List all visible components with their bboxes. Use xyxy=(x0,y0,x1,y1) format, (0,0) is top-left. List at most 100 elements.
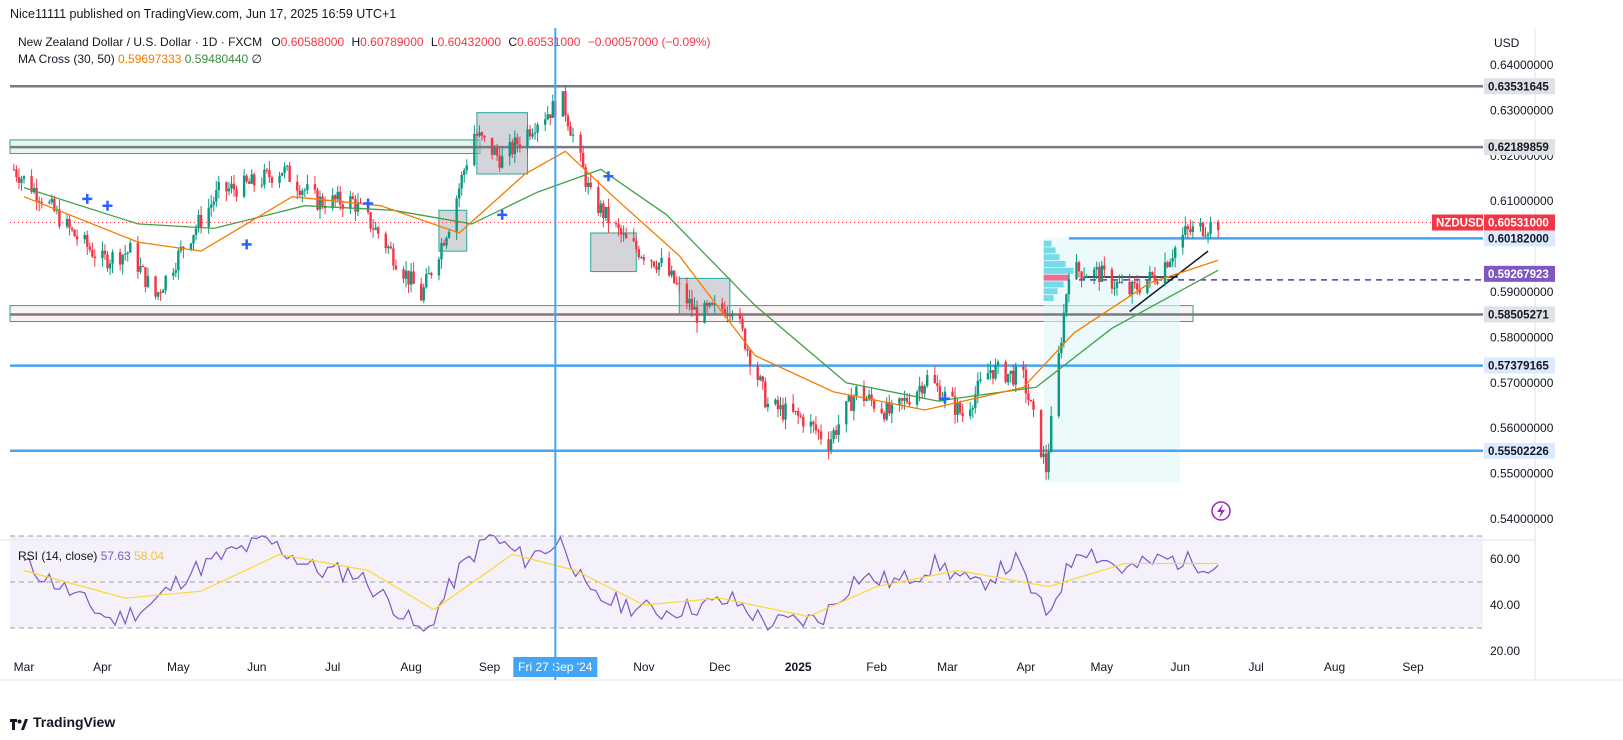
candle-body xyxy=(263,169,266,185)
time-axis-label: Jul xyxy=(325,660,340,674)
candle-body xyxy=(1171,257,1174,262)
candle-body xyxy=(1166,262,1169,267)
ma-cross-marker xyxy=(82,193,93,204)
tradingview-brand[interactable]: TradingView xyxy=(10,714,115,730)
candle-body xyxy=(174,270,178,273)
candle-body xyxy=(903,397,906,401)
ma-extra: ∅ xyxy=(251,52,262,66)
candle-body xyxy=(1110,269,1114,289)
candle-body xyxy=(172,272,175,276)
candle-body xyxy=(584,167,587,187)
candle-body xyxy=(22,176,26,179)
candle-body xyxy=(278,175,281,183)
candle-body xyxy=(483,135,486,138)
candle-body xyxy=(1209,221,1212,234)
time-axis-label: Jul xyxy=(1248,660,1263,674)
rsi-title: RSI (14, close) xyxy=(18,549,98,563)
candle-body xyxy=(779,404,782,410)
candle-body xyxy=(217,182,221,191)
candle-body xyxy=(564,91,567,116)
candle-body xyxy=(1128,281,1131,295)
candle-body xyxy=(235,189,238,197)
candle-body xyxy=(245,175,248,182)
candle-body xyxy=(604,206,608,218)
candle-body xyxy=(210,204,213,208)
candle-body xyxy=(265,169,269,171)
candle-body xyxy=(17,177,21,183)
rsi-value: 57.63 xyxy=(100,549,131,563)
candle-body xyxy=(283,166,286,173)
candle-body xyxy=(1075,262,1078,280)
candle-body xyxy=(920,385,924,394)
volume-profile-bar xyxy=(1043,274,1070,281)
candle-body xyxy=(619,228,623,235)
candle-body xyxy=(617,223,620,229)
candle-body xyxy=(103,250,107,255)
candle-body xyxy=(384,233,387,249)
candle-body xyxy=(536,124,539,133)
candle-body xyxy=(551,101,554,118)
candle-body xyxy=(409,271,413,285)
candle-body xyxy=(528,129,532,137)
candle-body xyxy=(1199,222,1202,227)
candle-body xyxy=(597,187,600,214)
time-axis-label: May xyxy=(167,660,190,674)
volume-profile-bar xyxy=(1043,240,1052,247)
candle-body xyxy=(298,190,301,195)
badge-level-dashed-bg xyxy=(1484,265,1555,282)
candle-body xyxy=(1103,265,1106,270)
publisher-line: Nice11111 published on TradingView.com, … xyxy=(10,7,397,21)
candle-body xyxy=(756,365,759,380)
candle-body xyxy=(688,298,691,304)
candle-body xyxy=(703,302,706,323)
low-label: L xyxy=(430,35,438,49)
candle-body xyxy=(437,259,441,276)
candle-body xyxy=(465,165,468,171)
candle-body xyxy=(784,403,787,420)
candle-body xyxy=(250,174,253,184)
candle-body xyxy=(908,402,911,405)
candle-body xyxy=(144,267,147,287)
candle-body xyxy=(511,142,514,155)
candle-body xyxy=(713,303,716,305)
ma-title: MA Cross (30, 50) xyxy=(18,52,115,66)
candle-body xyxy=(215,190,218,202)
candle-body xyxy=(154,276,157,297)
candle-body xyxy=(761,376,764,382)
candle-body xyxy=(1168,261,1172,267)
volume-profile-bar xyxy=(1043,254,1060,261)
candle-body xyxy=(161,290,165,293)
candle-body xyxy=(650,260,653,262)
time-axis-label: Sep xyxy=(1402,660,1424,674)
ma-cross-marker xyxy=(603,171,614,182)
candle-body xyxy=(1044,453,1048,473)
time-axis-label: Apr xyxy=(93,660,112,674)
candle-body xyxy=(108,263,112,269)
candle-body xyxy=(710,302,714,305)
candle-body xyxy=(888,401,891,414)
candle-body xyxy=(139,266,142,272)
candle-body xyxy=(986,373,990,380)
candle-body xyxy=(607,206,610,224)
candle-body xyxy=(65,219,69,227)
candle-body xyxy=(303,190,307,192)
candle-body xyxy=(622,233,625,235)
candle-body xyxy=(440,243,443,260)
candle-body xyxy=(194,228,198,236)
candle-body xyxy=(91,249,94,257)
candle-body xyxy=(1082,276,1086,280)
candle-body xyxy=(1130,282,1134,295)
candle-body xyxy=(549,114,552,118)
badge-support-2-bg xyxy=(1484,442,1555,459)
candle-body xyxy=(106,254,109,269)
ma-cross-marker xyxy=(939,393,950,404)
candle-body xyxy=(30,176,33,193)
candle-body xyxy=(708,302,711,307)
candle-body xyxy=(1042,453,1045,457)
candle-body xyxy=(1201,222,1205,237)
candle-body xyxy=(318,196,322,210)
ticker-badge: NZDUSD xyxy=(1436,217,1484,229)
candle-body xyxy=(796,411,800,416)
candle-body xyxy=(58,209,61,227)
